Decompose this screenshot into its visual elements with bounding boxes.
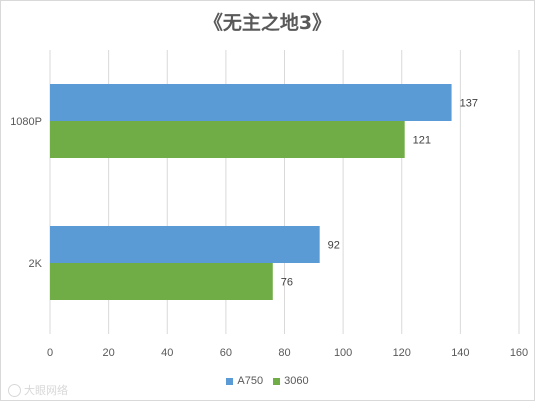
legend: A750 3060 [0, 375, 535, 387]
data-label-A750-2K: 92 [328, 240, 340, 252]
chart-title: 《无主之地3》 [203, 12, 332, 34]
bar-A750-1080P [50, 84, 452, 121]
data-labels: 137 121 92 76 [281, 98, 478, 289]
legend-label-series-1: A750 [237, 375, 264, 387]
category-labels: 1080P 2K [10, 116, 42, 270]
x-tick-label-1: 20 [103, 347, 115, 359]
bar-3060-2K [50, 263, 273, 300]
category-label-1: 2K [29, 258, 43, 270]
x-tick-label-0: 0 [47, 347, 53, 359]
bar-A750-2K [50, 226, 320, 263]
x-tick-label-5: 100 [334, 347, 352, 359]
x-tick-label-6: 120 [393, 347, 411, 359]
legend-label-series-2: 3060 [284, 375, 309, 387]
x-tick-label-8: 160 [510, 347, 528, 359]
x-tick-labels: 0 20 40 60 80 100 120 140 160 [47, 347, 528, 359]
watermark: 大眼网络 [8, 382, 68, 398]
x-tick-label-4: 80 [278, 347, 290, 359]
category-label-0: 1080P [10, 116, 42, 128]
bar-3060-1080P [50, 121, 405, 158]
watermark-logo-icon [8, 383, 21, 397]
legend-item-series-2: 3060 [273, 375, 309, 387]
bars [50, 84, 452, 300]
data-label-A750-1080P: 137 [460, 98, 478, 110]
data-label-3060-1080P: 121 [413, 135, 431, 147]
x-tick-label-7: 140 [451, 347, 469, 359]
x-tick-label-3: 60 [220, 347, 232, 359]
legend-swatch-series-2 [273, 377, 281, 385]
data-label-3060-2K: 76 [281, 277, 293, 289]
x-tick-label-2: 40 [161, 347, 173, 359]
watermark-text: 大眼网络 [24, 385, 68, 397]
legend-item-series-1: A750 [226, 375, 263, 387]
legend-swatch-series-1 [226, 377, 234, 385]
